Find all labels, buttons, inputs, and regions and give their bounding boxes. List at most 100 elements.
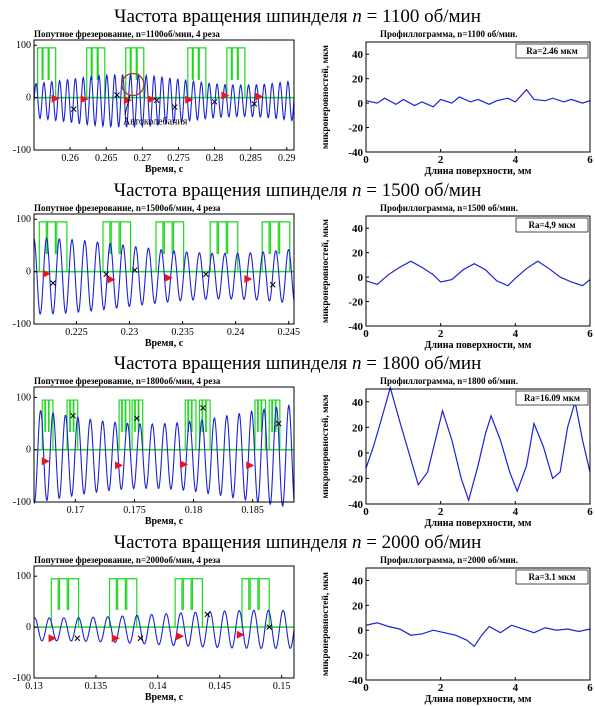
- cut-end-marker: [251, 101, 258, 107]
- x-tick-label: 2: [438, 154, 444, 166]
- cut-start-marker: [111, 634, 120, 643]
- cut-start-marker: [51, 94, 60, 103]
- cut-start-marker: [115, 461, 124, 470]
- profile-series: [365, 260, 591, 287]
- cut-end-marker: [171, 104, 178, 110]
- cut-start-marker: [42, 269, 51, 278]
- profile-series: [365, 88, 591, 108]
- cut-end-marker: [211, 98, 218, 105]
- cut-start-marker: [164, 273, 173, 282]
- x-tick-label: 0.225: [65, 327, 88, 338]
- cut-start-marker: [185, 95, 194, 104]
- x-tick-label: 0.14: [149, 681, 167, 692]
- cut-end-marker: [131, 267, 138, 273]
- x-tick-label: 4: [513, 154, 519, 166]
- y-axis-label: микронеровностей, мкм: [320, 571, 331, 676]
- x-tick-label: 0.285: [239, 153, 262, 164]
- signal-chart-1500: Попутное фрезерование, n=1500об/мин, 4 р…: [13, 203, 300, 349]
- y-tick-label: -20: [348, 297, 363, 309]
- y-tick-label: 40: [352, 397, 364, 409]
- x-tick-label: 2: [438, 682, 444, 694]
- x-tick-label: 0: [363, 682, 369, 694]
- y-tick-label: -20: [348, 650, 363, 662]
- signal-chart-1800: Попутное фрезерование, n=1800об/мин, 4 р…: [13, 376, 295, 527]
- plot-frame: [365, 388, 591, 505]
- signal-chart-2000: Попутное фрезерование, n=2000об/мин, 4 р…: [13, 555, 295, 703]
- x-axis-label: Время, с: [145, 516, 184, 527]
- y-tick-label: 0: [26, 445, 31, 456]
- plot-frame: [33, 213, 295, 325]
- cut-start-marker: [107, 275, 116, 284]
- cut-start-marker: [123, 96, 132, 105]
- ra-label: Ra=16.09 мкм: [524, 393, 580, 403]
- ra-label: Ra=3.1 мкм: [528, 572, 575, 582]
- y-tick-label: 0: [358, 272, 364, 284]
- vibration-series: [33, 73, 295, 129]
- cut-end-marker: [103, 271, 110, 278]
- y-tick-label: -100: [13, 145, 31, 156]
- y-tick-label: 20: [352, 600, 364, 612]
- x-tick-label: 4: [513, 506, 519, 518]
- plot-frame: [33, 39, 295, 151]
- y-tick-label: -40: [348, 147, 363, 159]
- x-tick-label: 0.24: [227, 327, 245, 338]
- cut-end-marker: [200, 405, 206, 411]
- cut-end-marker: [133, 415, 140, 422]
- plot-frame: [365, 41, 591, 153]
- x-tick-label: 0.265: [95, 153, 118, 164]
- signal-title: Попутное фрезерование, n=1100об/мин, 4 р…: [34, 29, 220, 39]
- profile-title: Профиллограмма, n=1800 об/мин.: [380, 376, 518, 386]
- x-tick-label: 0: [363, 154, 369, 166]
- annotation-label: Автоколебания: [123, 117, 188, 128]
- y-axis-label: микронеровностей, мкм: [320, 394, 331, 499]
- x-axis-label: Время, с: [145, 338, 184, 349]
- y-tick-label: -40: [348, 321, 363, 333]
- x-axis-label: Время, с: [145, 164, 184, 175]
- x-tick-label: 0: [363, 328, 369, 340]
- cut-start-marker: [176, 632, 185, 641]
- profile-series: [365, 385, 591, 503]
- y-tick-label: 0: [26, 267, 31, 278]
- signal-title: Попутное фрезерование, n=1800об/мин, 4 р…: [34, 376, 221, 386]
- y-tick-label: 100: [16, 40, 31, 51]
- cut-end-marker: [114, 92, 120, 98]
- cut-end-marker: [204, 611, 211, 618]
- x-tick-label: 0.185: [241, 505, 264, 516]
- signal-chart-1100: Попутное фрезерование, n=1100об/мин, 4 р…: [13, 29, 296, 175]
- x-tick-label: 6: [587, 506, 593, 518]
- x-axis-label: Длина поверхности, мм: [425, 340, 532, 351]
- signal-title: Попутное фрезерование, n=1500об/мин, 4 р…: [34, 203, 221, 213]
- y-tick-label: 100: [16, 392, 31, 403]
- profile-title: Профиллограмма, n=1500 об/мин.: [380, 203, 518, 213]
- y-tick-label: 100: [16, 214, 31, 225]
- plot-frame: [365, 215, 591, 327]
- cut-start-marker: [48, 634, 57, 643]
- section-2-heading: Частота вращения шпинделя n = 1500 об/ми…: [113, 180, 482, 201]
- cut-end-marker: [50, 280, 56, 286]
- cut-start-marker: [147, 95, 156, 104]
- ra-box: [515, 390, 589, 406]
- y-tick-label: 0: [26, 93, 31, 104]
- x-tick-label: 2: [438, 506, 444, 518]
- vibration-series: [33, 237, 295, 315]
- cut-end-marker: [275, 420, 282, 427]
- x-tick-label: 0.17: [67, 505, 85, 516]
- cut-end-marker: [70, 106, 77, 112]
- y-axis-label: микронеровностей, мкм: [320, 218, 331, 323]
- cut-start-marker: [80, 95, 89, 104]
- ra-label: Ra=4,9 мкм: [528, 220, 575, 230]
- x-axis-label: Время, с: [145, 692, 184, 703]
- y-tick-label: -100: [13, 497, 31, 508]
- profile-series: [365, 622, 591, 648]
- cut-end-marker: [203, 271, 209, 278]
- cut-start-marker: [246, 461, 255, 470]
- x-tick-label: 0.27: [134, 153, 152, 164]
- vibration-series: [33, 403, 295, 508]
- x-tick-label: 0.145: [208, 681, 231, 692]
- y-tick-label: 20: [352, 248, 364, 260]
- x-tick-label: 2: [438, 328, 444, 340]
- y-tick-label: -20: [348, 123, 363, 135]
- plot-frame: [33, 386, 295, 503]
- x-tick-label: 0.28: [206, 153, 224, 164]
- cut-end-marker: [74, 635, 81, 642]
